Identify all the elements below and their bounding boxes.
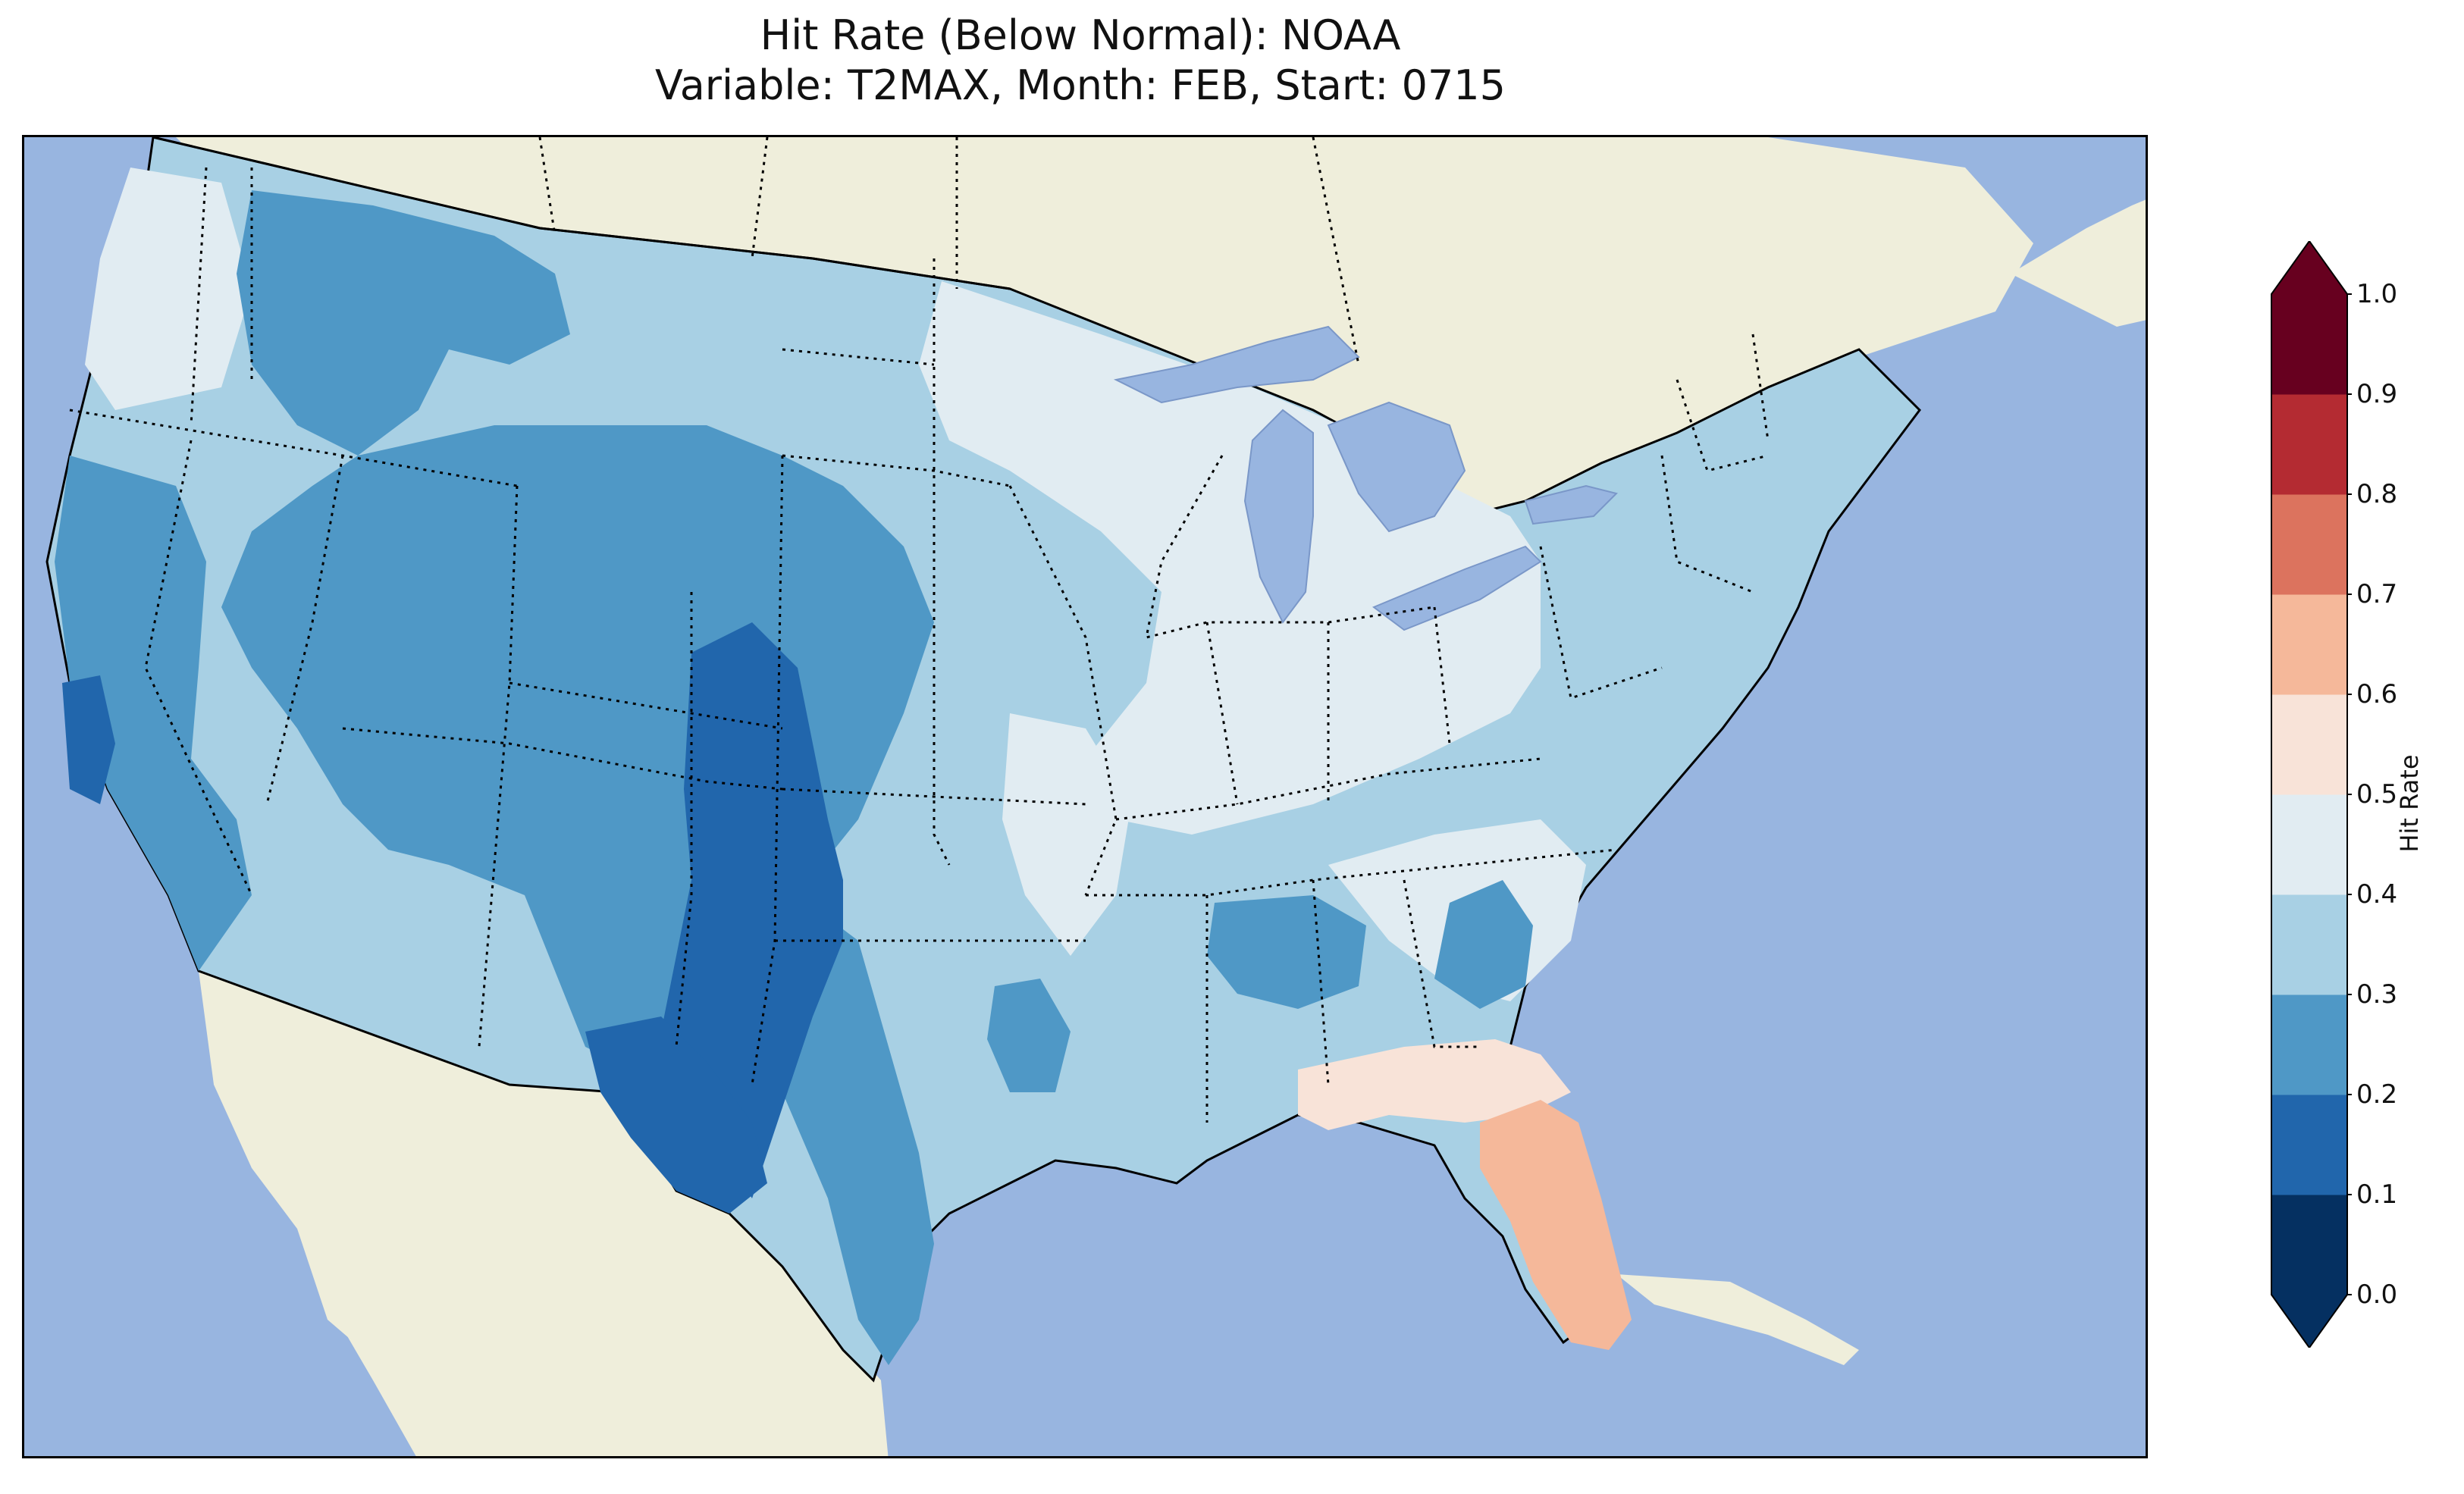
colorbar-bin (2271, 594, 2347, 695)
colorbar-extend-max (2271, 241, 2347, 294)
colorbar-tick-label: 0.6 (2356, 679, 2398, 709)
colorbar-bin (2271, 894, 2347, 995)
map-title-line2: Variable: T2MAX, Month: FEB, Start: 0715 (654, 61, 1506, 109)
colorbar-tick-label: 0.9 (2356, 379, 2398, 409)
colorbar-bin (2271, 294, 2347, 395)
us-canada-border (152, 137, 1011, 290)
colorbar-bin (2271, 494, 2347, 595)
region-northern-rockies (237, 190, 570, 456)
lake-erie (1372, 545, 1542, 631)
region-central-ca-dark (62, 675, 115, 804)
region-kansas-light (1002, 713, 1131, 956)
region-midwest-light (919, 281, 1541, 835)
colorbar-tick-label: 0.8 (2356, 479, 2398, 509)
map-frame (22, 135, 2148, 1458)
colorbar-label: Hit Rate (2395, 754, 2424, 853)
maritimes-land (2011, 199, 2146, 327)
region-louisiana-spot (987, 979, 1071, 1092)
colorbar-tick-label: 0.0 (2356, 1279, 2398, 1310)
colorbar-tick-label: 0.5 (2356, 779, 2398, 810)
lake-ontario (1524, 484, 1618, 525)
colorbar-bin (2271, 1095, 2347, 1195)
lake-superior (1113, 325, 1360, 404)
colorbar-tick-label: 0.3 (2356, 979, 2398, 1010)
colorbar-bin (2271, 794, 2347, 895)
colorbar-tick-label: 1.0 (2356, 279, 2398, 309)
colorbar-tick-label: 0.7 (2356, 579, 2398, 609)
colorbar-tick-label: 0.2 (2356, 1079, 2398, 1110)
lake-michigan (1243, 409, 1314, 624)
region-california-coast (55, 456, 252, 971)
colorbar-extend-min (2271, 1295, 2347, 1348)
colorbar-bin (2271, 994, 2347, 1095)
cuba-land (1616, 1274, 1859, 1365)
baja-land (199, 971, 447, 1456)
hit-rate-colorbar (2271, 241, 2352, 1348)
colorbar-bin (2271, 394, 2347, 495)
colorbar-tick-label: 0.1 (2356, 1179, 2398, 1210)
region-colorado-newmexico-dark (661, 622, 843, 1198)
lake-huron (1327, 401, 1466, 533)
colorbar-tick-label: 0.4 (2356, 879, 2398, 910)
region-pacific-nw-light (85, 168, 252, 410)
colorbar-bin (2271, 694, 2347, 795)
region-florida-peninsula (1480, 1100, 1632, 1350)
region-west-texas-dark (585, 1016, 767, 1214)
map-title-line1: Hit Rate (Below Normal): NOAA (760, 11, 1401, 59)
region-georgia-spot (1434, 880, 1533, 1009)
canada-boundaries (538, 137, 1360, 365)
region-mid-south-spot (1207, 895, 1366, 1009)
us-hit-rate-map (24, 137, 2146, 1456)
region-gulf-coast-panhandle (1298, 1039, 1571, 1130)
colorbar-bin (2271, 1195, 2347, 1295)
state-boundaries (69, 167, 1770, 1123)
